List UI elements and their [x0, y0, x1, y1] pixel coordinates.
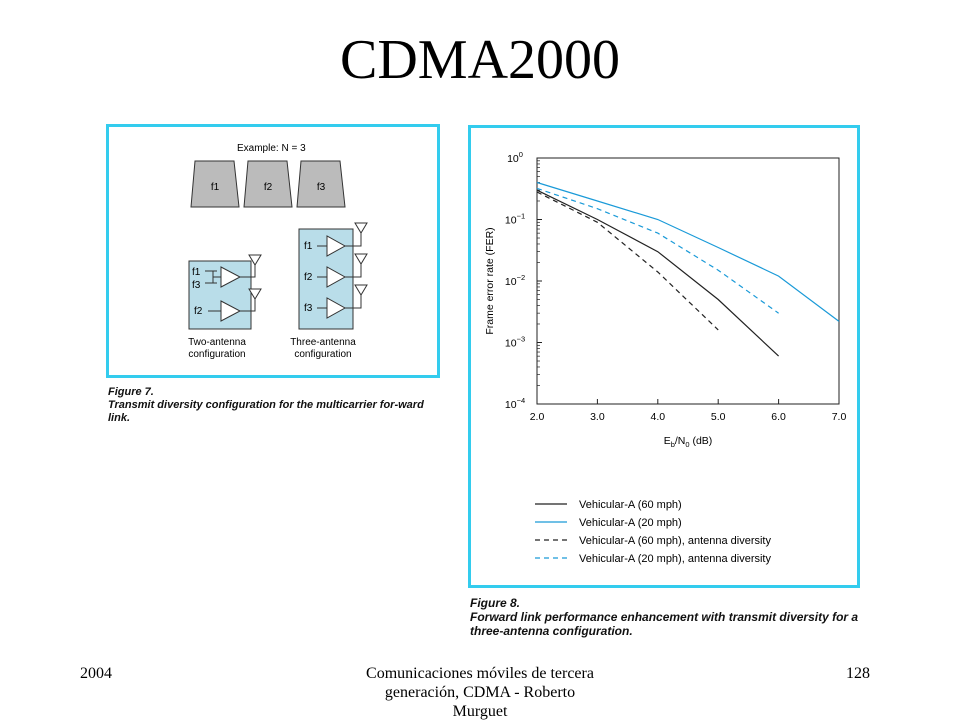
- figure8-panel: 2.0 3.0 4.0 5.0 6.0 7.0 100 10−1 10−2 10−3 10−4 Fr…: [468, 125, 860, 588]
- carrier-f3-label: f3: [317, 182, 326, 193]
- carrier-f2-label: f2: [264, 182, 273, 193]
- figure7-caption: Figure 7. Transmit diversity configurati…: [108, 386, 448, 425]
- two-branch1-f1: f1: [192, 267, 201, 278]
- y-tick-label: 10−4: [505, 396, 525, 411]
- three-antenna-config: f1 f2 f3 Three-antenna configuration: [290, 223, 367, 360]
- x-axis-label: Eb/N0 (dB): [664, 435, 713, 449]
- footer-line-2: generación, CDMA - Roberto: [300, 683, 660, 702]
- x-tick-label: 3.0: [590, 411, 605, 423]
- antenna-icon: [355, 254, 367, 264]
- legend-label: Vehicular-A (60 mph), antenna diversity: [579, 535, 771, 547]
- three-branch-f1: f1: [304, 241, 313, 252]
- footer-page-number: 128: [846, 664, 870, 683]
- series-line: [537, 192, 718, 330]
- y-tick-label: 10−3: [505, 335, 525, 350]
- y-tick-label: 10−2: [505, 273, 525, 288]
- slide-title: CDMA2000: [0, 28, 960, 92]
- figure8-caption-head: Figure 8.: [470, 596, 862, 610]
- figure7-caption-head: Figure 7.: [108, 386, 448, 399]
- x-tick-label: 6.0: [771, 411, 786, 423]
- two-antenna-label-2: configuration: [188, 349, 245, 360]
- figure8-caption: Figure 8. Forward link performance enhan…: [470, 596, 862, 638]
- antenna-icon: [355, 223, 367, 233]
- footer-year: 2004: [80, 664, 112, 683]
- two-branch2-f2: f2: [194, 306, 203, 317]
- three-branch-f2: f2: [304, 272, 313, 283]
- y-tick-label: 10−1: [505, 212, 525, 227]
- x-tick-label: 5.0: [711, 411, 726, 423]
- three-antenna-label-2: configuration: [294, 349, 351, 360]
- x-tick-label: 2.0: [530, 411, 545, 423]
- footer-line-3: Murguet: [300, 702, 660, 721]
- figure8-caption-text: Forward link performance enhancement wit…: [470, 610, 858, 638]
- y-axis-label: Frame error rate (FER): [484, 227, 496, 334]
- three-antenna-label-1: Three-antenna: [290, 337, 356, 348]
- legend-label: Vehicular-A (20 mph), antenna diversity: [579, 553, 771, 565]
- legend-label: Vehicular-A (60 mph): [579, 499, 682, 511]
- x-tick-label: 4.0: [650, 411, 665, 423]
- carrier-f1-label: f1: [211, 182, 220, 193]
- two-branch1-f3: f3: [192, 280, 201, 291]
- footer-line-1: Comunicaciones móviles de tercera: [300, 664, 660, 683]
- carrier-f3: f3: [297, 161, 345, 207]
- two-antenna-config: f1 f3 f2 Two-antenna configuration: [188, 255, 261, 360]
- footer-center: Comunicaciones móviles de tercera genera…: [300, 664, 660, 721]
- figure7-diagram: Example: N = 3 f1 f2 f3 f1 f3 f2: [109, 127, 437, 375]
- y-tick-label: 100: [507, 150, 523, 165]
- carrier-f2: f2: [244, 161, 292, 207]
- figure7-caption-text: Transmit diversity configuration for the…: [108, 399, 424, 424]
- plot-frame: [537, 158, 839, 404]
- x-tick-label: 7.0: [832, 411, 847, 423]
- three-branch-f3: f3: [304, 303, 313, 314]
- antenna-icon: [355, 285, 367, 295]
- two-antenna-label-1: Two-antenna: [188, 337, 246, 348]
- fer-chart: 2.0 3.0 4.0 5.0 6.0 7.0 100 10−1 10−2 10−3 10−4 Fr…: [471, 128, 857, 585]
- carrier-f1: f1: [191, 161, 239, 207]
- example-label: Example: N = 3: [237, 143, 306, 154]
- legend-label: Vehicular-A (20 mph): [579, 517, 682, 529]
- figure7-panel: Example: N = 3 f1 f2 f3 f1 f3 f2: [106, 124, 440, 378]
- series-line: [537, 190, 779, 356]
